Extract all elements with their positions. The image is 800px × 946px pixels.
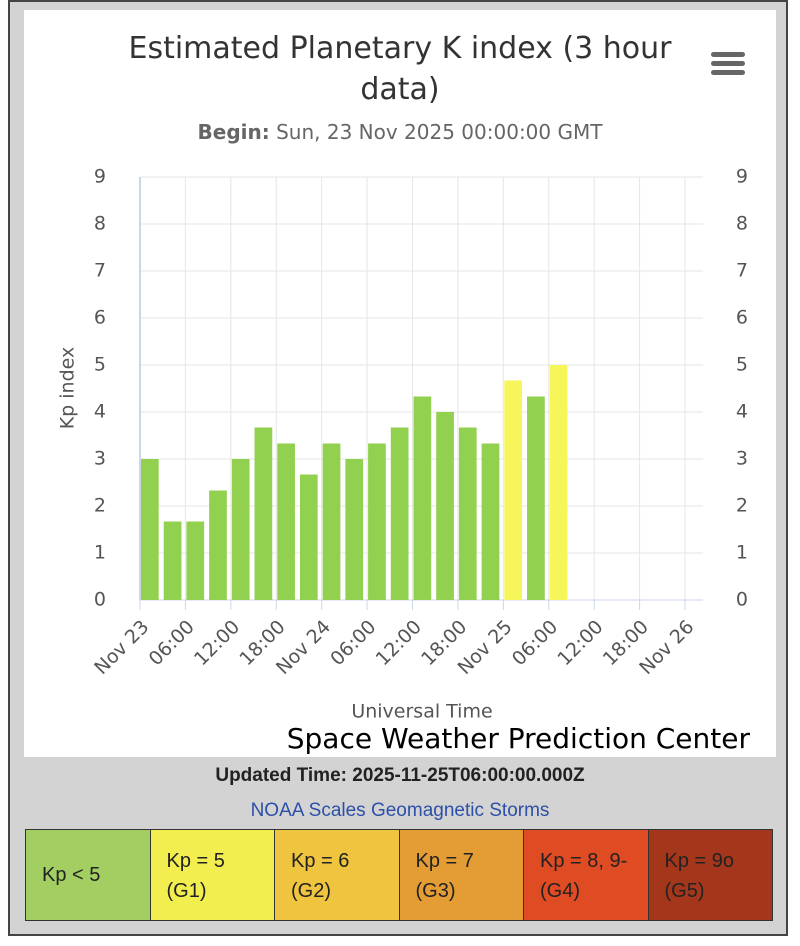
bar xyxy=(254,427,273,600)
y-tick-label: 1 xyxy=(94,542,106,564)
bar xyxy=(436,412,454,600)
scale-cell: Kp < 5 xyxy=(26,830,151,920)
y-tick-label: 9 xyxy=(94,166,106,188)
menu-icon[interactable] xyxy=(711,52,745,75)
bar xyxy=(277,443,295,600)
y2-tick-label: 4 xyxy=(736,401,748,423)
chart-bg xyxy=(24,10,776,757)
y2-tick-label: 2 xyxy=(736,495,748,517)
subtitle: Begin: Sun, 23 Nov 2025 00:00:00 GMT xyxy=(0,120,800,144)
updated-time: Updated Time: 2025-11-25T06:00:00.000Z xyxy=(215,765,585,786)
scale-cell: Kp = 9o (G5) xyxy=(648,830,772,920)
bar xyxy=(390,427,409,600)
bar xyxy=(368,443,386,600)
scale-cell: Kp = 8, 9- (G4) xyxy=(524,830,649,920)
bar xyxy=(322,443,341,600)
chart-title: Estimated Planetary K index (3 hour data… xyxy=(128,31,672,107)
bar xyxy=(186,521,205,600)
y-tick-label: 8 xyxy=(94,213,106,235)
y2-tick-label: 6 xyxy=(736,307,748,329)
bar xyxy=(549,365,568,600)
x-axis-label: Universal Time xyxy=(351,701,492,723)
bar xyxy=(209,490,227,600)
bar xyxy=(481,443,500,600)
bar xyxy=(527,396,545,600)
bar xyxy=(413,396,432,600)
bar xyxy=(504,380,523,600)
y-axis-label: Kp index xyxy=(57,347,79,430)
bar xyxy=(141,459,159,600)
scale-cell: Kp = 7 (G3) xyxy=(399,830,524,920)
y-tick-label: 3 xyxy=(94,448,106,470)
bar xyxy=(458,427,477,600)
y2-tick-label: 9 xyxy=(736,166,748,188)
y-tick-label: 0 xyxy=(94,589,106,611)
bar xyxy=(345,459,364,600)
scale-cell: Kp = 5 (G1) xyxy=(150,830,275,920)
subtitle-value: Sun, 23 Nov 2025 00:00:00 GMT xyxy=(276,120,603,144)
y2-tick-label: 7 xyxy=(736,260,748,282)
y-tick-label: 5 xyxy=(94,354,106,376)
y-tick-label: 7 xyxy=(94,260,106,282)
bar xyxy=(163,521,182,600)
y2-tick-label: 1 xyxy=(736,542,748,564)
y2-tick-label: 5 xyxy=(736,354,748,376)
y-tick-label: 6 xyxy=(94,307,106,329)
bar xyxy=(231,459,250,600)
scale-cell: Kp = 6 (G2) xyxy=(275,830,400,920)
scales-link[interactable]: NOAA Scales Geomagnetic Storms xyxy=(250,800,550,821)
y2-tick-label: 3 xyxy=(736,448,748,470)
y2-tick-label: 8 xyxy=(736,213,748,235)
y-tick-label: 4 xyxy=(94,401,106,423)
scale-legend: Kp < 5 Kp = 5 (G1) Kp = 6 (G2) Kp = 7 (G3) K… xyxy=(25,829,773,921)
bar xyxy=(299,474,318,600)
subtitle-label: Begin: xyxy=(197,120,270,144)
y2-tick-label: 0 xyxy=(736,589,748,611)
y-tick-label: 2 xyxy=(94,495,106,517)
credit: Space Weather Prediction Center xyxy=(286,722,750,755)
